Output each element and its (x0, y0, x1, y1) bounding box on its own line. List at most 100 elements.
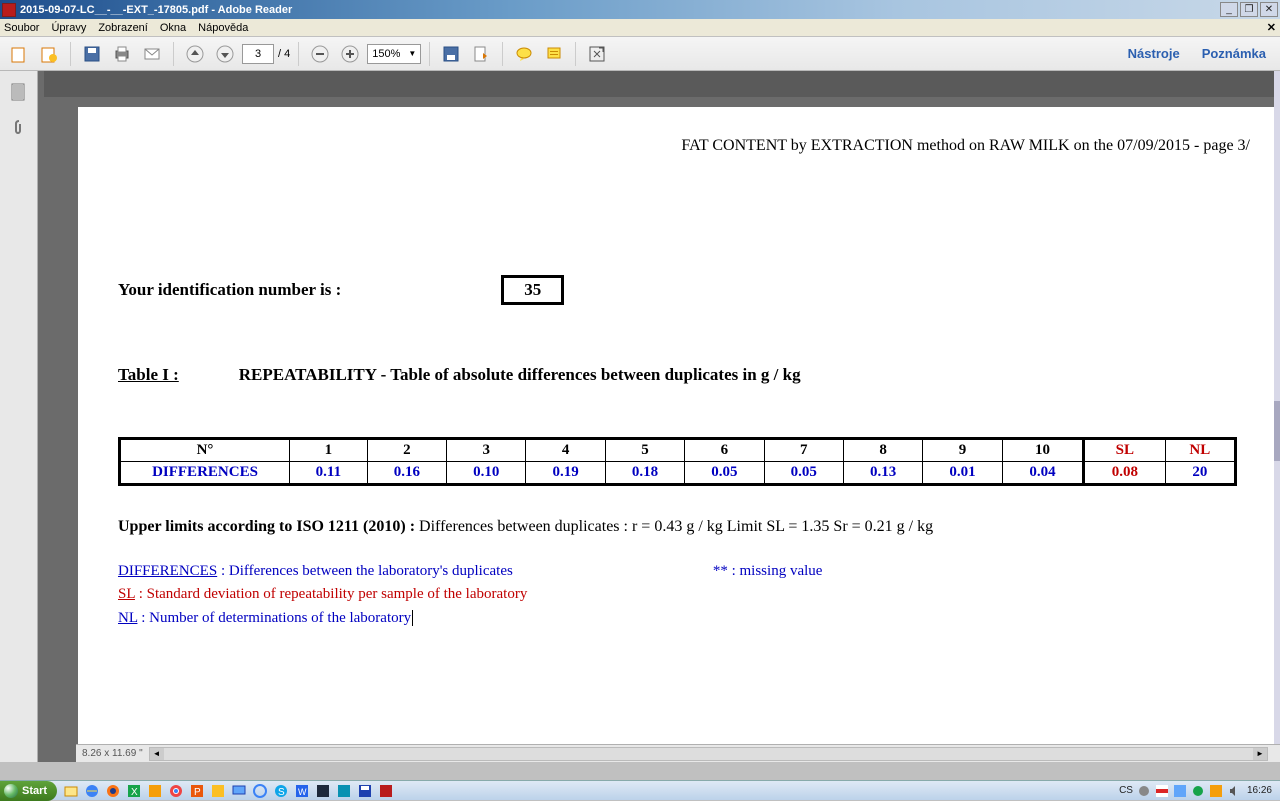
th-1: 1 (290, 439, 368, 462)
windows-orb-icon (4, 784, 18, 798)
v3: 0.10 (447, 462, 526, 485)
ie-icon[interactable] (82, 782, 102, 800)
upper-limits-rest: Differences between duplicates : r = 0.4… (415, 518, 933, 535)
adobe-icon[interactable] (376, 782, 396, 800)
doc-close-button[interactable]: ✕ (1267, 21, 1276, 34)
v-nl: 20 (1165, 462, 1236, 485)
v-scrollbar[interactable] (1274, 71, 1280, 762)
start-button[interactable]: Start (0, 781, 57, 801)
page-down-button[interactable] (212, 41, 238, 67)
v5: 0.18 (605, 462, 684, 485)
h-scroll-right[interactable]: ► (1253, 748, 1267, 760)
menubar: Soubor Úpravy Zobrazení Okna Nápověda ✕ (0, 19, 1280, 37)
th-5: 5 (605, 439, 684, 462)
save-button[interactable] (79, 41, 105, 67)
page-number-input[interactable] (242, 44, 274, 64)
menu-okna[interactable]: Okna (160, 22, 186, 34)
h-scroll-left[interactable]: ◄ (150, 748, 164, 760)
zoom-select[interactable]: 150% ▼ (367, 44, 421, 64)
app-icon-1[interactable] (208, 782, 228, 800)
tray-icon-3[interactable] (1191, 784, 1205, 798)
export-pdf-button[interactable] (6, 41, 32, 67)
explorer-icon[interactable] (61, 782, 81, 800)
save-icon[interactable] (355, 782, 375, 800)
powerpoint-icon[interactable]: P (187, 782, 207, 800)
clock[interactable]: 16:26 (1245, 785, 1274, 796)
th-4: 4 (526, 439, 605, 462)
pdf-icon (2, 3, 16, 17)
v6: 0.05 (685, 462, 764, 485)
outlook-icon[interactable] (145, 782, 165, 800)
legend: DIFFERENCES : Differences between the la… (118, 560, 1260, 630)
attachments-icon[interactable] (8, 117, 30, 139)
legend-sl-label: SL (118, 586, 135, 602)
tray-icon-4[interactable] (1209, 784, 1223, 798)
upper-limits: Upper limits according to ISO 1211 (2010… (118, 518, 1260, 536)
th-8: 8 (843, 439, 922, 462)
navigation-rail (0, 71, 38, 762)
app-icon-2[interactable] (313, 782, 333, 800)
page-dimensions: 8.26 x 11.69 " (82, 748, 143, 759)
language-indicator[interactable]: CS (1119, 785, 1133, 796)
comment-panel-link[interactable]: Poznámka (1194, 42, 1274, 65)
svg-text:W: W (298, 787, 307, 797)
zoom-in-button[interactable] (337, 41, 363, 67)
close-button[interactable]: ✕ (1260, 2, 1278, 17)
chrome-icon[interactable] (166, 782, 186, 800)
read-mode-button[interactable] (584, 41, 610, 67)
window-title: 2015-09-07-LC__-__-EXT_-17805.pdf - Adob… (20, 4, 1220, 16)
v1: 0.11 (290, 462, 368, 485)
id-label: Your identification number is : (118, 280, 341, 300)
th-7: 7 (764, 439, 843, 462)
legend-sl-text: : Standard deviation of repeatability pe… (135, 586, 527, 602)
comment-button[interactable] (511, 41, 537, 67)
thumbnails-icon[interactable] (8, 81, 30, 103)
th-10: 10 (1002, 439, 1083, 462)
skype-icon[interactable]: S (271, 782, 291, 800)
desktop-icon[interactable] (229, 782, 249, 800)
svg-text:X: X (131, 787, 138, 798)
menu-soubor[interactable]: Soubor (4, 22, 39, 34)
email-button[interactable] (139, 41, 165, 67)
word-icon[interactable]: W (292, 782, 312, 800)
legend-nl-text: : Number of determinations of the labora… (137, 610, 411, 626)
menu-napoveda[interactable]: Nápověda (198, 22, 248, 34)
restore-button[interactable]: ❐ (1240, 2, 1258, 17)
legend-nl-label: NL (118, 610, 137, 626)
tray-flag-icon[interactable] (1155, 784, 1169, 798)
row-label: DIFFERENCES (120, 462, 290, 485)
v8: 0.13 (843, 462, 922, 485)
th-n: N° (120, 439, 290, 462)
minimize-button[interactable]: _ (1220, 2, 1238, 17)
zoom-out-button[interactable] (307, 41, 333, 67)
menu-upravy[interactable]: Úpravy (51, 22, 86, 34)
th-nl: NL (1165, 439, 1236, 462)
th-6: 6 (685, 439, 764, 462)
tray-icon-2[interactable] (1173, 784, 1187, 798)
toolbar: / 4 150%▼ Nástroje Poznámka (0, 37, 1280, 71)
ie2-icon[interactable] (250, 782, 270, 800)
app-icon-3[interactable] (334, 782, 354, 800)
h-scrollbar[interactable]: ◄ ► (149, 747, 1268, 761)
legend-missing: ** : missing value (713, 560, 823, 583)
v-scroll-thumb[interactable] (1274, 401, 1280, 461)
create-pdf-button[interactable] (36, 41, 62, 67)
document-viewport: FAT CONTENT by EXTRACTION method on RAW … (38, 71, 1280, 762)
print-button[interactable] (109, 41, 135, 67)
tray-volume-icon[interactable] (1227, 784, 1241, 798)
menu-zobrazeni[interactable]: Zobrazení (98, 22, 148, 34)
tools-panel-link[interactable]: Nástroje (1120, 42, 1188, 65)
highlight-button[interactable] (541, 41, 567, 67)
pdf-page: FAT CONTENT by EXTRACTION method on RAW … (78, 107, 1280, 747)
tray-icon-1[interactable] (1137, 784, 1151, 798)
convert-button[interactable] (468, 41, 494, 67)
v7: 0.05 (764, 462, 843, 485)
page-up-button[interactable] (182, 41, 208, 67)
save-copy-button[interactable] (438, 41, 464, 67)
zoom-value: 150% (372, 48, 400, 60)
firefox-icon[interactable] (103, 782, 123, 800)
taskbar: Start X P S W CS 16:26 (0, 780, 1280, 800)
chevron-down-icon: ▼ (408, 49, 416, 58)
excel-icon[interactable]: X (124, 782, 144, 800)
th-2: 2 (367, 439, 446, 462)
